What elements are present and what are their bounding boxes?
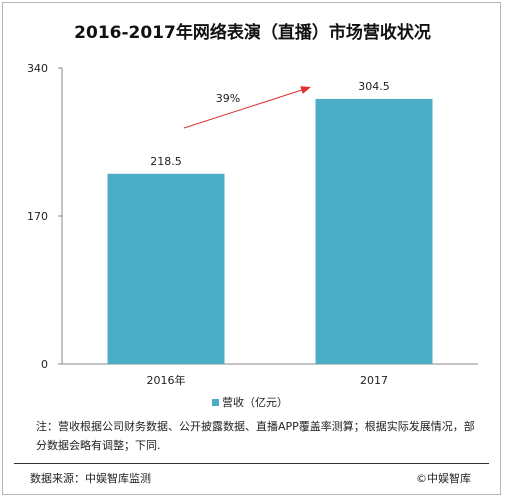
bar-value-label: 218.5 [150,155,182,168]
x-category-label: 2017 [360,374,388,387]
footer-divider [14,463,489,464]
data-labels: 218.5 304.5 [150,80,390,168]
chart-title: 2016-2017年网络表演（直播）市场营收状况 [74,23,431,43]
bar-1 [107,173,225,364]
growth-arrow-line [183,88,306,129]
legend-label: 营收（亿元） [222,395,288,409]
growth-annotation: 39% [183,86,311,129]
growth-label: 39% [216,92,240,105]
x-axis-categories: 2016年 2017 [147,373,389,387]
growth-arrow-head [300,86,311,94]
bar-2 [315,98,433,364]
y-axis-ticks: 0 170 340 [27,62,62,371]
y-tick-label: 0 [41,358,48,371]
footnote: 注：营收根据公司财务数据、公开披露数据、直播APP覆盖率测算；根据实际发展情况，… [36,420,475,452]
copyright: ©中娱智库 [416,472,471,485]
legend-swatch [212,399,219,406]
data-source: 数据来源：中娱智库监测 [30,472,151,485]
y-tick-label: 170 [27,210,48,223]
legend: 营收（亿元） [212,395,288,409]
x-category-label: 2016年 [147,373,186,387]
bar-value-label: 304.5 [358,80,390,93]
bars [107,98,433,364]
y-tick-label: 340 [27,62,48,75]
